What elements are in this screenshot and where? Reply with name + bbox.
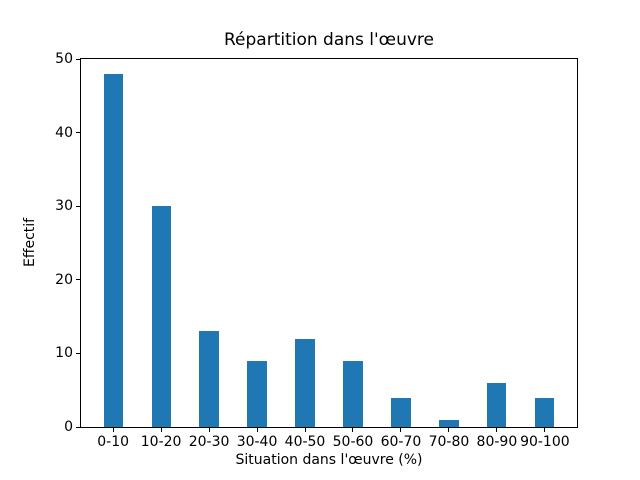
bar	[247, 360, 267, 427]
plot-area: 0-10 10-20 20-30 30-40 40-50 50-60 60-70 70-80 8…	[55, 51, 578, 450]
bar	[151, 206, 171, 427]
x-axis-label: Situation dans l'œuvre (%)	[235, 452, 423, 468]
y-tick-label: 50	[55, 51, 73, 67]
x-tick-mark	[112, 428, 114, 432]
bar	[391, 397, 411, 427]
x-tick-mark	[304, 428, 306, 432]
bar	[199, 331, 219, 427]
x-tick-mark	[256, 428, 258, 432]
x-tick-label: 10-20	[140, 434, 182, 450]
x-tick-mark	[208, 428, 210, 432]
y-tick-mark	[76, 205, 80, 207]
y-tick-label: 20	[55, 271, 73, 288]
x-tick-mark	[496, 428, 498, 432]
x-tick-label: 70-80	[428, 434, 470, 450]
x-tick-mark	[352, 428, 354, 432]
x-tick-mark	[448, 428, 450, 432]
y-tick-label: 0	[64, 419, 73, 435]
y-tick-mark	[76, 352, 80, 354]
x-tick-mark	[400, 428, 402, 432]
x-tick-mark	[160, 428, 162, 432]
bar	[487, 382, 507, 427]
y-tick-mark	[76, 58, 80, 60]
chart-title: Répartition dans l'œuvre	[223, 30, 434, 50]
x-tick-label: 20-30	[188, 434, 230, 450]
bar	[535, 397, 555, 427]
x-tick-label: 80-90	[476, 434, 518, 450]
x-tick-label: 0-10	[97, 434, 130, 450]
x-tick-label: 90-100	[520, 434, 570, 450]
y-tick-mark	[76, 279, 80, 281]
x-tick-label: 50-60	[332, 434, 374, 450]
x-tick-label: 30-40	[236, 434, 278, 450]
bar	[295, 338, 315, 427]
bar	[343, 360, 363, 427]
x-tick-label: 40-50	[284, 434, 326, 450]
y-tick-label: 40	[55, 124, 73, 141]
y-tick-label: 10	[55, 345, 73, 362]
y-tick-label: 30	[55, 198, 73, 215]
y-tick-mark	[76, 426, 80, 428]
x-tick-mark	[544, 428, 546, 432]
y-axis-label: Effectif	[22, 217, 38, 267]
y-tick-mark	[76, 132, 80, 134]
x-tick-label: 60-70	[380, 434, 422, 450]
bar	[103, 73, 123, 427]
bar	[439, 419, 459, 427]
